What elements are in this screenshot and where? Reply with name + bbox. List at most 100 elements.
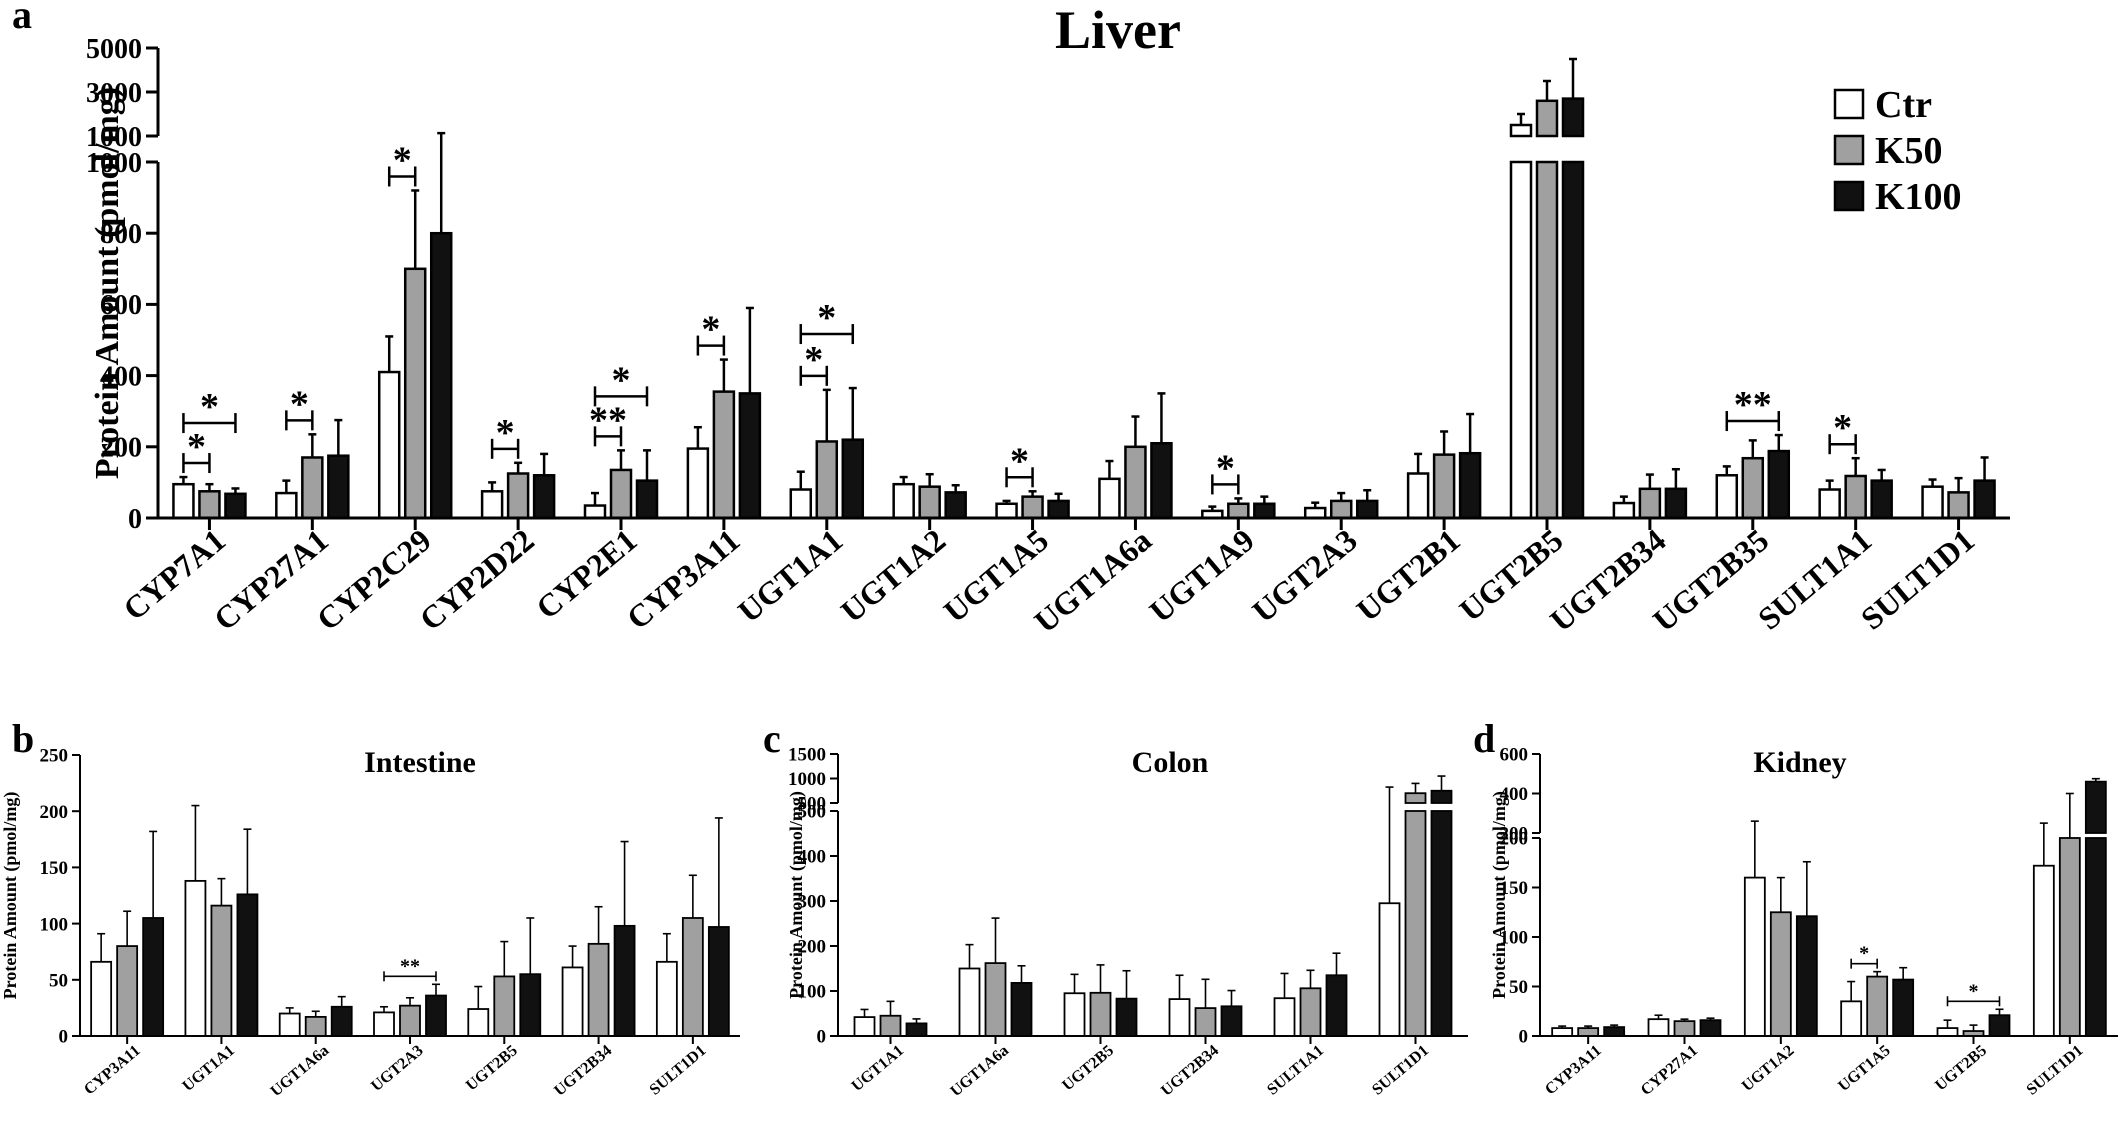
bar (1577, 1027, 1600, 1037)
bar (905, 1022, 928, 1037)
bar (1603, 1026, 1626, 1037)
significance-label: * (1969, 980, 1979, 1002)
x-tick-label: UGT2B5 (463, 1042, 521, 1094)
x-tick-label: UGT1A1 (731, 522, 849, 630)
y-tick-label: 0 (59, 1027, 69, 1048)
x-tick-label: CYP3A11 (620, 522, 747, 636)
y-tick-label: 1500 (788, 745, 826, 766)
legend-swatch (1833, 134, 1865, 166)
bar (1840, 1000, 1863, 1037)
bar (1892, 978, 1915, 1037)
bar (301, 456, 324, 520)
bar (278, 1012, 301, 1037)
y-axis-label: Protein Amount (pmol/mg) (89, 87, 126, 479)
bar (609, 468, 633, 520)
bar (304, 1015, 327, 1037)
significance-label: * (804, 339, 823, 381)
bar (1150, 441, 1173, 520)
bar (1870, 479, 1893, 520)
significance-label: * (496, 412, 515, 454)
y-tick-label: 500 (798, 794, 827, 815)
x-tick-label: SULT1A1 (1264, 1042, 1327, 1099)
bar (655, 960, 678, 1037)
bar (1299, 987, 1322, 1037)
y-tick-label: 400 (798, 847, 827, 868)
bar (1664, 487, 1688, 520)
significance-label: * (1833, 407, 1852, 449)
bar (707, 926, 730, 1037)
bar (1063, 992, 1086, 1037)
y-tick-label: 200 (798, 937, 827, 958)
y-tick-label: 0 (128, 504, 142, 535)
bar (1098, 477, 1121, 520)
legend-swatch (1833, 180, 1865, 212)
bar (1432, 453, 1456, 520)
bar (1844, 474, 1867, 520)
bar (327, 454, 350, 520)
bar (532, 474, 556, 520)
significance-label: * (393, 139, 412, 181)
y-tick-label: 100 (40, 914, 69, 935)
panel-b: b Intestine 0 50 100 150 200 250 Protein Amount … (0, 716, 730, 1100)
x-tick-label: CYP27A1 (1638, 1042, 1701, 1099)
significance-label: ** (1734, 384, 1772, 426)
x-tick-label: UGT1A9 (1142, 522, 1260, 630)
y-tick-label: 500 (798, 802, 827, 823)
legend-label: K50 (1875, 130, 1943, 172)
bar (1406, 472, 1430, 520)
y-tick-label: 5000 (86, 34, 142, 65)
bar (1194, 1007, 1217, 1037)
bar (330, 1005, 353, 1037)
bar (1561, 160, 1585, 520)
bar (90, 960, 113, 1037)
bar (815, 440, 839, 520)
x-tick-label: CYP2D22 (413, 522, 541, 638)
bar (613, 924, 636, 1037)
x-tick-label: SULT1A1 (1751, 522, 1878, 637)
bar (1743, 876, 1766, 1037)
significance-label: * (1859, 943, 1869, 965)
x-tick-label: UGT2B34 (551, 1042, 615, 1100)
bar (1047, 499, 1070, 520)
bar (1010, 982, 1033, 1037)
bar (1699, 1019, 1722, 1037)
bar (1430, 789, 1453, 804)
bar (1767, 449, 1791, 520)
bar (1220, 1005, 1243, 1037)
bar (236, 893, 259, 1037)
bar (879, 1014, 902, 1037)
x-tick-label: CYP3A11 (81, 1042, 144, 1098)
bar (1769, 911, 1792, 1037)
bar (519, 973, 542, 1037)
x-tick-label: UGT2B5 (1932, 1042, 1990, 1094)
bar (1818, 488, 1841, 520)
y-tick-label: 0 (1519, 1027, 1529, 1048)
x-tick-label: CYP27A1 (207, 522, 335, 638)
bar (480, 490, 504, 520)
bar (1551, 1027, 1574, 1037)
bar (467, 1008, 490, 1037)
bar (1673, 1020, 1696, 1037)
bar (224, 492, 247, 520)
bar (984, 962, 1007, 1037)
y-tick-label: 600 (100, 290, 142, 321)
bar (399, 1004, 421, 1037)
bar (583, 504, 607, 520)
y-tick-label: 250 (40, 746, 69, 767)
bar (1227, 502, 1250, 520)
y-tick-label: 1000 (86, 122, 142, 153)
y-tick-label: 1000 (788, 769, 826, 790)
bar (1124, 445, 1147, 520)
panel-label: c (763, 716, 781, 761)
bar (172, 482, 195, 520)
bar (587, 942, 610, 1037)
bar (1273, 997, 1296, 1037)
significance-label: * (817, 297, 836, 339)
y-tick-label: 200 (100, 433, 142, 464)
x-tick-label: SULT1D1 (646, 1042, 709, 1099)
bar (198, 490, 221, 520)
bar (1715, 474, 1739, 520)
bar (2032, 864, 2055, 1037)
bar (275, 491, 298, 520)
x-tick-label: SULT1D1 (1854, 522, 1981, 637)
